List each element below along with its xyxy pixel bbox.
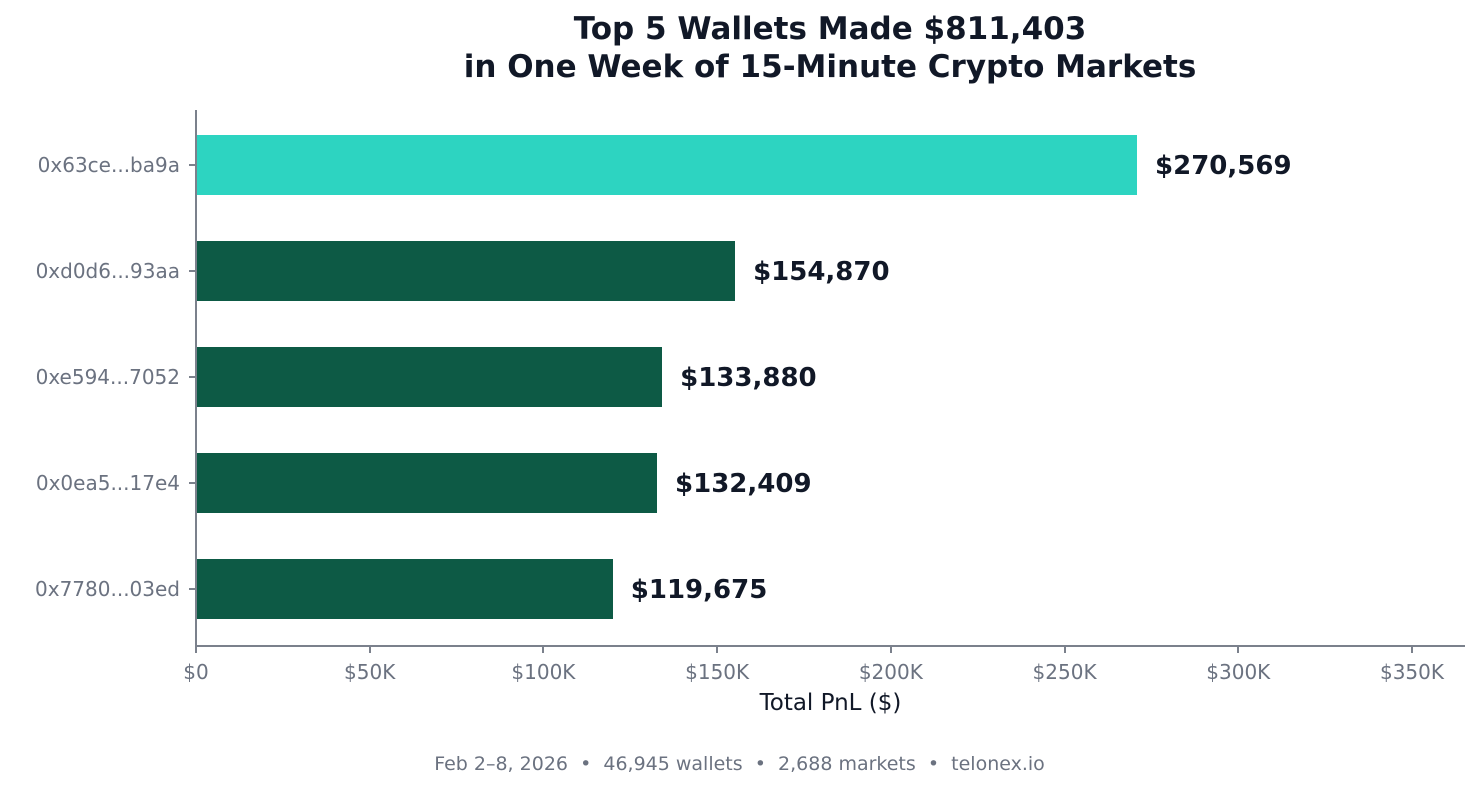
bar-2 [197,347,663,407]
chart-title-line-2: in One Week of 15-Minute Crypto Markets [463,49,1197,85]
bar-value-label: $270,569 [1155,151,1292,181]
x-tick [1411,647,1413,653]
x-tick [542,647,545,653]
x-tick-label: $100K [511,660,576,684]
bar-3 [197,453,658,513]
x-tick-label: $200K [858,660,923,684]
x-tick [195,647,197,653]
x-tick [889,647,892,653]
bar-value-label: $133,880 [680,363,817,393]
x-tick-label: $300K [1206,660,1271,684]
y-tick [189,376,195,378]
x-tick [1237,647,1240,653]
y-tick-label: 0xd0d6...93aa [35,259,180,283]
bar-1 [197,241,736,301]
x-tick-label: $150K [685,660,750,684]
bar-value-label: $154,870 [753,257,890,287]
bar-value-label: $132,409 [675,469,812,499]
chart-title: Top 5 Wallets Made $811,403 in One Week … [180,10,1479,86]
bar-0 [197,135,1138,195]
y-tick-label: 0xe594...7052 [35,365,180,389]
x-tick-label: $250K [1032,660,1097,684]
bar-value-label: $119,675 [630,575,768,605]
x-tick [1063,647,1066,653]
footer-caption: Feb 2–8, 2026 • 46,945 wallets • 2,688 m… [434,753,1045,775]
x-tick [716,647,719,653]
x-axis-title: Total PnL ($) [759,690,902,716]
bar-4 [197,559,613,619]
x-tick-label: $0 [183,660,209,684]
x-tick-label: $50K [344,660,396,684]
y-tick [189,588,195,590]
chart-title-line-1: Top 5 Wallets Made $811,403 [573,11,1087,47]
y-tick [189,482,195,484]
x-tick-label: $350K [1379,660,1444,684]
x-axis-line [195,645,1465,647]
y-tick-label: 0x7780...03ed [35,577,180,601]
y-tick [189,164,195,166]
y-tick-label: 0x63ce...ba9a [37,153,180,177]
y-tick [189,270,195,272]
y-axis-line [195,110,197,647]
x-tick [368,647,371,653]
y-tick-label: 0x0ea5...17e4 [35,471,180,495]
